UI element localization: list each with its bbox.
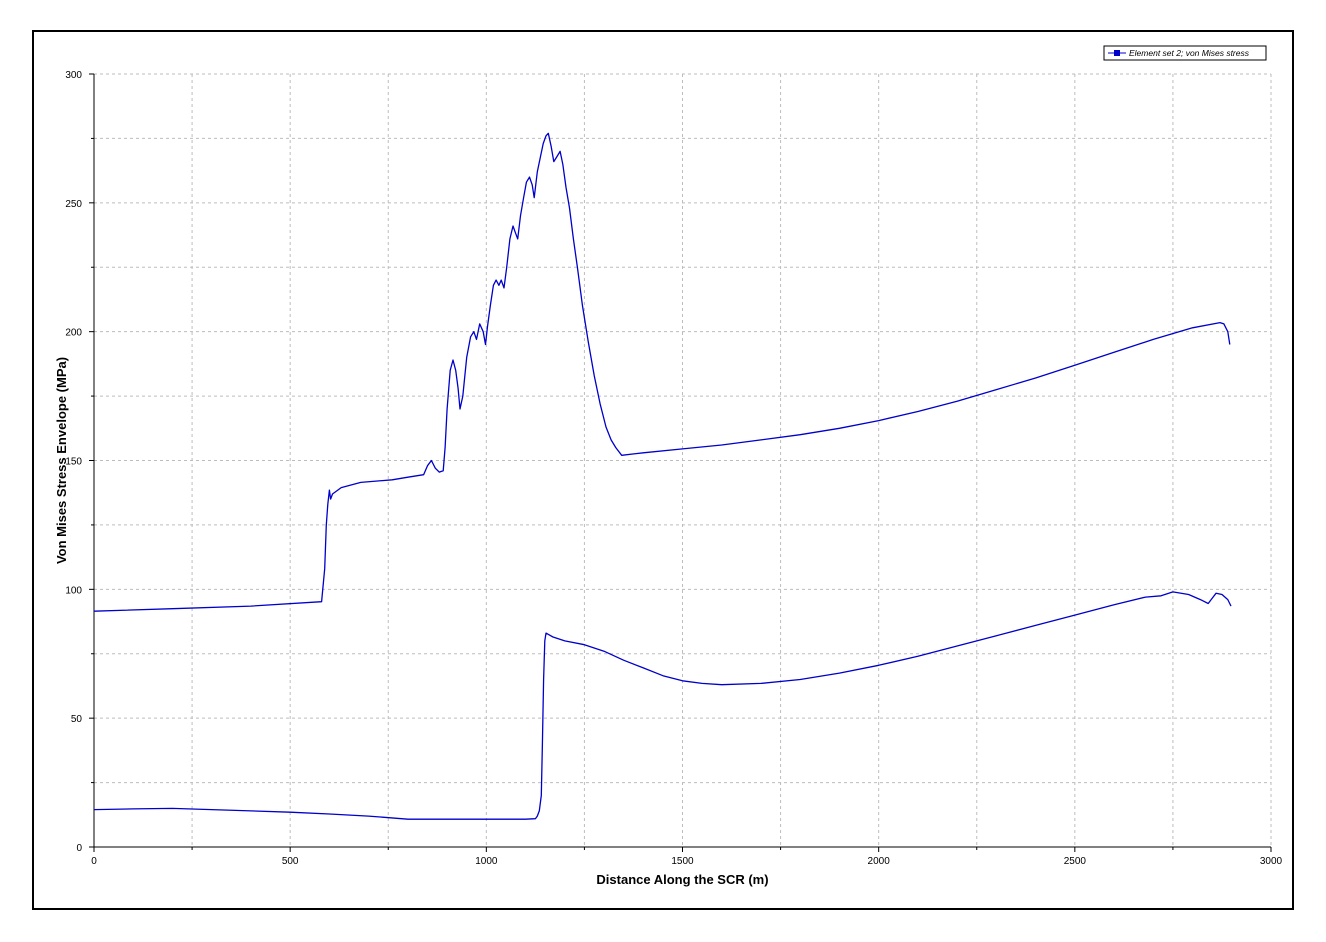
x-tick-label: 3000 — [1260, 856, 1283, 867]
y-tick-label: 300 — [65, 70, 82, 81]
legend: Element set 2; von Mises stress — [1103, 45, 1267, 61]
x-tick-label: 2500 — [1064, 856, 1087, 867]
series-layer — [93, 132, 1232, 820]
x-tick-label: 1000 — [475, 856, 498, 867]
grid — [93, 73, 1272, 848]
y-tick-label: 150 — [65, 457, 82, 468]
y-tick-label: 200 — [65, 328, 82, 339]
y-tick-label: 0 — [76, 843, 82, 854]
series-line-min-envelope — [93, 591, 1232, 820]
legend-square-marker-icon — [1114, 50, 1120, 56]
chart-frame — [32, 30, 1294, 910]
y-axis-title: Von Mises Stress Envelope (MPa) — [54, 357, 69, 564]
x-tick-label: 1500 — [671, 856, 694, 867]
x-tick-label: 0 — [91, 856, 97, 867]
series-line-max-envelope — [93, 132, 1231, 612]
legend-entry: Element set 2; von Mises stress — [1129, 48, 1250, 58]
legend-box — [1103, 45, 1267, 61]
axes: 0 500 1000 1500 2000 2500 3000 0 50 100 150 200 250 3… — [65, 70, 1282, 867]
y-tick-label: 100 — [65, 585, 82, 596]
x-tick-label: 500 — [282, 856, 299, 867]
y-tick-label: 50 — [71, 714, 83, 725]
x-axis-title: Distance Along the SCR (m) — [596, 872, 768, 887]
x-tick-label: 2000 — [868, 856, 891, 867]
y-tick-label: 250 — [65, 199, 82, 210]
